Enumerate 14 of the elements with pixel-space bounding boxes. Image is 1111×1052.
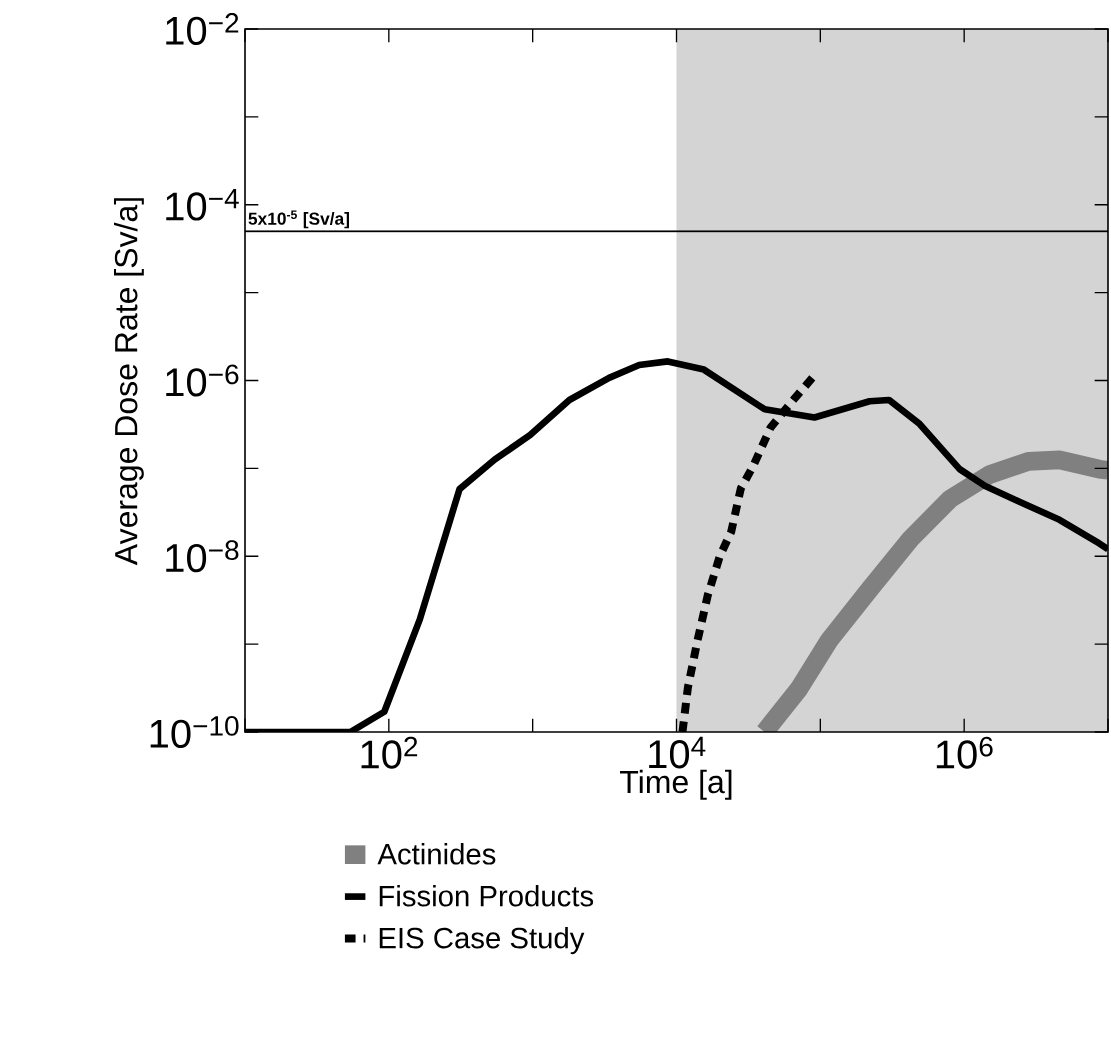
x-tick-label: 10$^{2}$ (361, 736, 418, 769)
x-tick-label: 10$^{6}$ (936, 736, 993, 769)
x-axis-title: Time [a] (620, 769, 732, 800)
x-tick-label: 10$^{4}$ (649, 736, 706, 769)
legend-label: Fission Products (379, 884, 594, 907)
legend-label: Actinides (377, 843, 496, 865)
y-tick-label: 10$^{−4}$ (166, 188, 239, 221)
ref-line-label: 5x10$^{-5}$ [Sv/a] (248, 210, 349, 229)
legend-label: EIS Case Study (379, 926, 585, 955)
y-axis-title: Average Dose Rate [Sv/a] (113, 198, 144, 566)
y-tick-label: 10$^{−8}$ (166, 540, 239, 573)
y-tick-label: 10$^{−6}$ (166, 364, 239, 397)
y-tick-label: 10$^{−10}$ (150, 716, 239, 748)
y-tick-label: 10$^{−2}$ (166, 13, 239, 45)
